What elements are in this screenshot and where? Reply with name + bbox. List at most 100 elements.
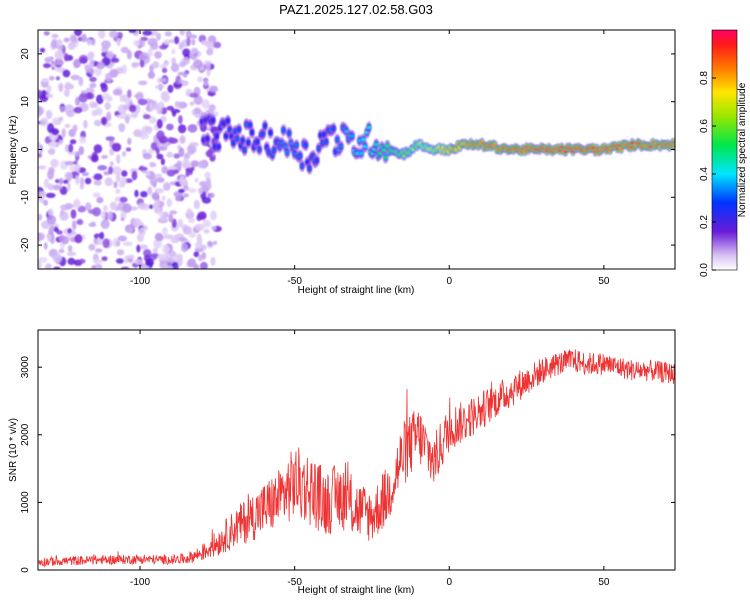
noise-speckle	[100, 83, 108, 93]
noise-speckle	[166, 169, 176, 177]
noise-speckle	[93, 144, 103, 154]
noise-speckle	[72, 124, 78, 133]
noise-speckle	[157, 253, 165, 260]
noise-speckle	[53, 266, 61, 269]
noise-speckle	[148, 102, 154, 112]
noise-speckle	[205, 177, 211, 185]
noise-speckle	[145, 258, 155, 267]
noise-speckle	[171, 218, 177, 228]
noise-speckle	[199, 181, 207, 187]
noise-speckle	[133, 39, 141, 47]
noise-speckle	[66, 109, 75, 118]
noise-speckle	[202, 219, 212, 228]
noise-speckle	[163, 59, 169, 66]
noise-speckle	[70, 74, 81, 81]
noise-speckle	[120, 46, 129, 54]
noise-speckle	[58, 116, 64, 122]
noise-speckle	[100, 219, 110, 229]
noise-speckle	[79, 258, 86, 264]
noise-speckle	[48, 167, 55, 174]
noise-speckle	[178, 237, 187, 242]
spectrogram-y-tick-label: 0	[20, 146, 31, 152]
ridge-peak	[366, 125, 371, 130]
ridge-peak	[298, 154, 303, 158]
noise-speckle	[112, 166, 122, 175]
noise-speckle	[45, 109, 53, 120]
noise-speckle	[121, 170, 128, 177]
noise-speckle	[74, 163, 81, 173]
noise-speckle	[156, 130, 165, 141]
noise-speckle	[179, 135, 186, 144]
noise-speckle	[79, 177, 85, 186]
noise-speckle	[68, 143, 74, 153]
noise-speckle	[116, 240, 121, 247]
noise-speckle	[208, 192, 215, 198]
ridge-peak	[339, 144, 343, 149]
noise-speckle	[179, 78, 183, 84]
noise-speckle	[145, 171, 151, 177]
noise-speckle	[186, 37, 191, 47]
noise-speckle	[50, 158, 59, 168]
noise-speckle	[178, 188, 185, 193]
snr-y-axis: 0 1000 2000 3000	[20, 356, 675, 573]
noise-speckle	[138, 166, 148, 171]
spectrogram-y-axis-label: Frequency (Hz)	[8, 116, 19, 185]
noise-speckle	[148, 116, 157, 124]
noise-speckle	[43, 178, 50, 189]
noise-speckle	[43, 199, 48, 206]
ridge-peak	[303, 143, 308, 147]
ridge-peak	[322, 132, 327, 137]
noise-speckle	[90, 154, 99, 163]
noise-speckle	[39, 47, 46, 53]
ridge-peak	[363, 144, 368, 149]
noise-speckle	[49, 76, 55, 81]
noise-speckle	[83, 119, 88, 129]
noise-speckle	[201, 252, 207, 260]
snr-y-tick-label: 1000	[20, 491, 31, 514]
noise-speckle	[38, 260, 42, 269]
noise-speckle	[69, 34, 77, 43]
noise-speckle	[59, 211, 69, 221]
noise-speckle	[66, 182, 71, 192]
noise-speckle	[56, 45, 64, 50]
noise-speckle	[143, 114, 151, 120]
noise-speckle	[48, 141, 57, 148]
noise-speckle	[190, 160, 199, 168]
ridge-peak	[257, 147, 262, 152]
noise-speckle	[99, 231, 105, 240]
noise-speckle	[173, 153, 181, 159]
ridge-peak	[250, 130, 254, 135]
noise-speckle	[186, 208, 192, 214]
noise-speckle	[196, 233, 202, 243]
noise-speckle	[207, 240, 213, 247]
noise-speckle	[118, 123, 126, 133]
noise-speckle	[185, 172, 190, 177]
noise-speckle	[116, 154, 121, 164]
noise-speckle	[116, 36, 121, 47]
noise-speckle	[201, 99, 210, 110]
noise-speckle	[136, 244, 141, 253]
noise-speckle	[39, 191, 47, 198]
noise-speckle	[69, 139, 77, 145]
noise-speckle	[147, 186, 153, 195]
chart-title: PAZ1.2025.127.02.58.G03	[279, 2, 433, 17]
noise-speckle	[97, 165, 107, 171]
noise-speckle	[166, 105, 175, 111]
noise-speckle	[137, 98, 148, 106]
noise-speckle	[183, 185, 190, 191]
noise-speckle	[78, 146, 85, 156]
snr-y-tick-label: 3000	[20, 356, 31, 379]
noise-speckle	[191, 39, 196, 46]
ridge-peak	[211, 118, 215, 122]
noise-speckle	[187, 258, 197, 268]
noise-speckle	[127, 89, 132, 98]
noise-speckle	[134, 93, 143, 99]
noise-speckle	[171, 57, 177, 65]
noise-speckle	[147, 37, 158, 47]
noise-speckle	[76, 219, 84, 225]
noise-speckle	[67, 228, 72, 234]
ridge-peak	[383, 155, 388, 160]
noise-speckle	[77, 36, 83, 42]
noise-speckle	[171, 48, 176, 55]
